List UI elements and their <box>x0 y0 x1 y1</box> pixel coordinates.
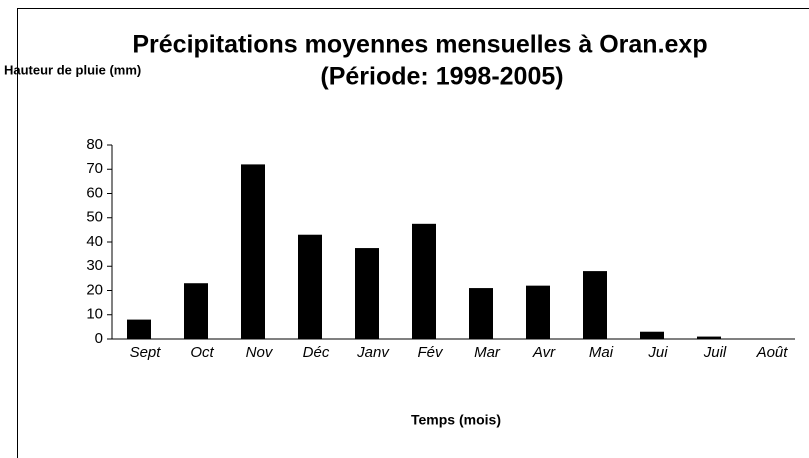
y-tick-label: 60 <box>86 184 103 201</box>
x-tick-label: Jui <box>647 344 668 361</box>
x-tick-label: Oct <box>190 344 214 361</box>
bar <box>127 319 151 339</box>
bar <box>298 234 322 339</box>
bar <box>640 331 664 339</box>
bar <box>355 248 379 339</box>
chart-subtitle: (Période: 1998-2005) <box>320 63 563 91</box>
bar <box>526 285 550 339</box>
y-tick-label: 30 <box>86 257 103 274</box>
bar <box>241 164 265 339</box>
chart-title: Précipitations moyennes mensuelles à Ora… <box>132 31 707 59</box>
bar <box>184 283 208 339</box>
x-axis-label: Temps (mois) <box>411 412 501 428</box>
y-tick-label: 10 <box>86 306 103 323</box>
x-tick-label: Nov <box>246 344 274 361</box>
x-tick-label: Août <box>756 344 789 361</box>
bar <box>469 288 493 339</box>
y-axis-label: Hauteur de pluie (mm) <box>4 62 141 77</box>
y-tick-label: 80 <box>86 136 103 153</box>
x-tick-label: Fév <box>417 344 444 361</box>
y-tick-label: 70 <box>86 160 103 177</box>
bar <box>697 336 721 339</box>
bar <box>412 223 436 339</box>
bar <box>583 271 607 339</box>
x-tick-label: Déc <box>303 344 330 361</box>
x-tick-label: Mar <box>474 344 501 361</box>
x-tick-label: Juil <box>703 344 727 361</box>
x-tick-label: Janv <box>356 344 390 361</box>
x-tick-label: Mai <box>589 344 614 361</box>
y-tick-label: 20 <box>86 281 103 298</box>
x-tick-label: Sept <box>130 344 162 361</box>
y-tick-label: 40 <box>86 233 103 250</box>
y-tick-label: 50 <box>86 209 103 226</box>
x-tick-label: Avr <box>532 344 556 361</box>
y-tick-label: 0 <box>95 330 103 347</box>
